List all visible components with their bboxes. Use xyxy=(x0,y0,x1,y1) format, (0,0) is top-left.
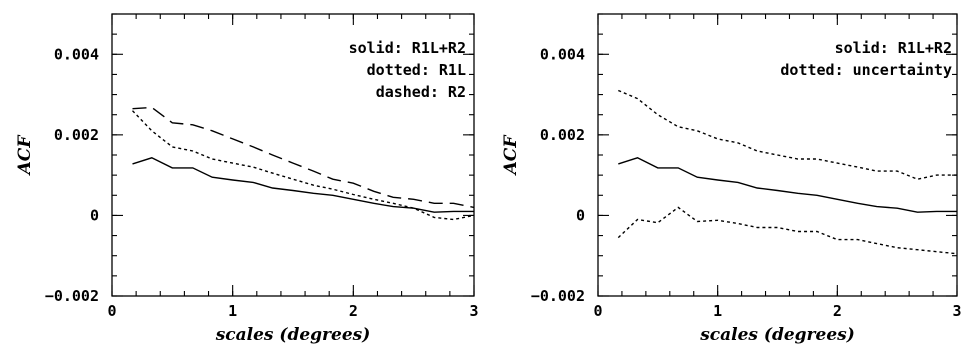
legend-entry: dashed: R2 xyxy=(376,83,466,101)
y-tick-label: 0.002 xyxy=(54,126,99,144)
chart-panel-1: 0 1 2 3 −0.002 0 0.002 0.004 scales (degrees) ACF… xyxy=(15,13,479,345)
legend-entry: dotted: uncertainty xyxy=(780,61,952,79)
series-line-dotted-2 xyxy=(618,89,957,180)
series-line-dashed-3 xyxy=(132,106,475,209)
legend-entry: dotted: R1L xyxy=(367,61,466,79)
series-line-dotted-2 xyxy=(131,110,475,221)
series-line-dotted-3 xyxy=(617,206,958,255)
y-tick-label: 0 xyxy=(576,206,585,224)
y-axis-title: ACF xyxy=(15,134,35,177)
x-tick-label: 3 xyxy=(469,302,478,320)
legend-entry: solid: R1L+R2 xyxy=(835,39,952,57)
y-tick-label: −0.002 xyxy=(531,287,585,305)
x-tick-label: 2 xyxy=(349,302,358,320)
x-tick-label: 3 xyxy=(952,302,961,320)
series-line-solid-1 xyxy=(132,157,474,213)
y-tick-label: 0.004 xyxy=(540,45,585,63)
legend-entry: solid: R1L+R2 xyxy=(349,39,466,57)
x-tick-label: 0 xyxy=(107,302,116,320)
y-tick-label: 0.002 xyxy=(540,126,585,144)
x-axis-title: scales (degrees) xyxy=(215,325,371,345)
y-axis-title: ACF xyxy=(501,134,521,177)
y-tick-label: −0.002 xyxy=(45,287,99,305)
x-tick-label: 1 xyxy=(713,302,722,320)
chart-panel-2: 0 1 2 3 −0.002 0 0.002 0.004 scales (degrees) ACF… xyxy=(501,13,962,345)
x-tick-label: 2 xyxy=(833,302,842,320)
x-axis-title: scales (degrees) xyxy=(699,325,855,345)
x-tick-label: 1 xyxy=(228,302,237,320)
series-line-solid-1 xyxy=(618,157,957,213)
y-tick-label: 0.004 xyxy=(54,45,99,63)
x-tick-label: 0 xyxy=(593,302,602,320)
y-tick-label: 0 xyxy=(90,206,99,224)
